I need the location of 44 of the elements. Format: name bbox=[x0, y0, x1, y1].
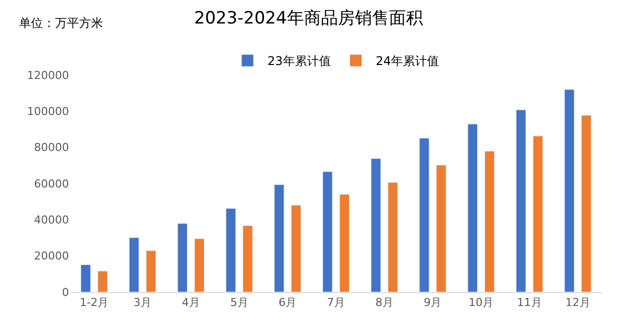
bar bbox=[146, 250, 156, 292]
y-tick-label: 120000 bbox=[27, 68, 69, 82]
bar bbox=[484, 150, 495, 292]
x-tick-label: 10月 bbox=[468, 296, 494, 310]
x-tick-label: 12月 bbox=[565, 296, 590, 310]
bar bbox=[564, 89, 574, 292]
bar bbox=[98, 270, 108, 292]
bar bbox=[339, 194, 350, 292]
bar bbox=[419, 138, 430, 292]
bar bbox=[468, 124, 478, 292]
x-tick-label: 11月 bbox=[516, 296, 542, 310]
y-tick-label: 100000 bbox=[27, 105, 69, 118]
y-tick-label: 80000 bbox=[34, 141, 69, 154]
bar bbox=[80, 264, 91, 292]
x-tick-label: 5月 bbox=[230, 296, 248, 310]
x-tick-label: 6月 bbox=[278, 296, 297, 310]
chart-title: 2023-2024年商品房销售面积 bbox=[194, 8, 423, 28]
x-tick-label: 4月 bbox=[182, 296, 200, 310]
bar bbox=[436, 164, 446, 292]
y-tick-label: 40000 bbox=[34, 214, 69, 227]
bar bbox=[581, 115, 592, 292]
y-tick-label: 0 bbox=[62, 286, 69, 299]
bar bbox=[516, 110, 526, 292]
bar bbox=[274, 184, 284, 292]
x-tick-label: 8月 bbox=[375, 296, 394, 310]
x-tick-label: 3月 bbox=[134, 296, 152, 310]
bar bbox=[291, 204, 302, 292]
bar bbox=[532, 136, 543, 292]
bar bbox=[370, 158, 381, 292]
x-tick-label: 1-2月 bbox=[80, 296, 109, 310]
bar bbox=[242, 225, 253, 292]
y-tick-label: 60000 bbox=[34, 177, 69, 190]
y-tick-label: 20000 bbox=[34, 250, 69, 263]
text: 单位：万平方米 bbox=[19, 16, 103, 30]
bar bbox=[129, 237, 140, 292]
legend-label: 23年累计值 bbox=[268, 54, 331, 68]
bar bbox=[322, 171, 333, 292]
bar bbox=[177, 223, 188, 292]
x-tick-label: 9月 bbox=[424, 296, 442, 310]
bar bbox=[226, 208, 236, 292]
bar bbox=[388, 182, 398, 292]
x-tick-label: 7月 bbox=[327, 296, 345, 310]
legend-label: 24年累计值 bbox=[376, 54, 440, 68]
bar bbox=[194, 238, 204, 292]
